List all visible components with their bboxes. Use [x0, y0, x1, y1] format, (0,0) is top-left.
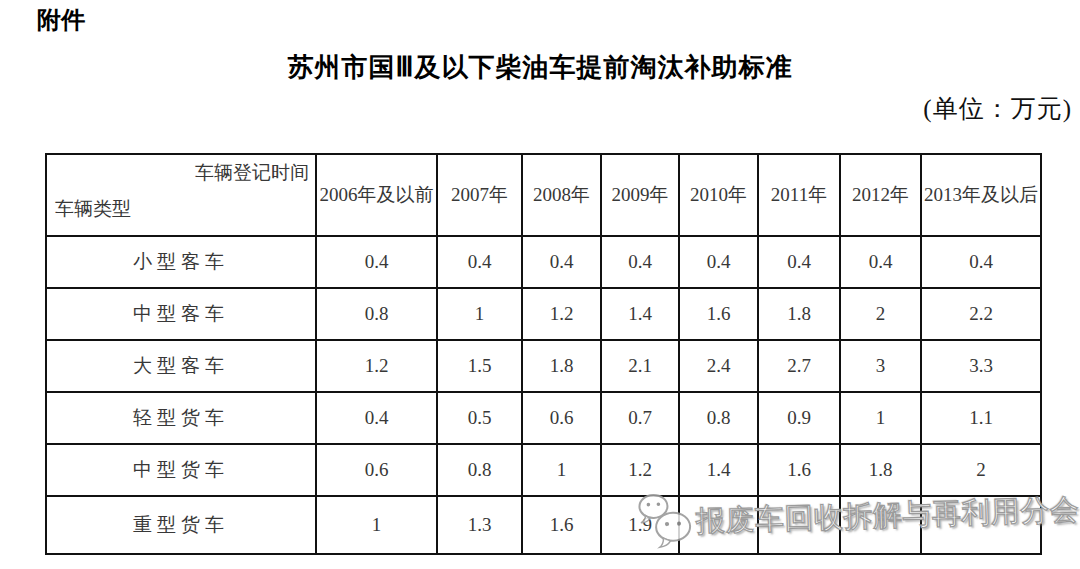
value-cell: 1	[522, 444, 601, 496]
row-label-small-passenger: 小型客车	[46, 236, 316, 288]
corner-cell: 车辆登记时间 车辆类型	[46, 154, 316, 236]
value-cell: 3	[840, 340, 921, 392]
table-row: 大型客车 1.2 1.5 1.8 2.1 2.4 2.7 3 3.3	[46, 340, 1041, 392]
value-cell: 1.3	[437, 496, 522, 554]
value-cell: 0.8	[679, 392, 758, 444]
value-cell: 1.8	[522, 340, 601, 392]
value-cell: 1.2	[522, 288, 601, 340]
value-cell: 0.6	[522, 392, 601, 444]
value-cell: 0.4	[601, 236, 679, 288]
column-header-2006-and-before: 2006年及以前	[316, 154, 437, 236]
value-cell: 2.7	[758, 340, 840, 392]
value-cell: 1.6	[522, 496, 601, 554]
table-row: 轻型货车 0.4 0.5 0.6 0.7 0.8 0.9 1 1.1	[46, 392, 1041, 444]
value-cell: 0.4	[840, 236, 921, 288]
value-cell: 0.4	[316, 236, 437, 288]
row-label-medium-passenger: 中型客车	[46, 288, 316, 340]
value-cell: 0.4	[679, 236, 758, 288]
value-cell: 0.4	[921, 236, 1041, 288]
column-header-2012: 2012年	[840, 154, 921, 236]
value-cell: 3.3	[921, 340, 1041, 392]
value-cell: 1.6	[679, 288, 758, 340]
value-cell: 1.4	[601, 288, 679, 340]
column-header-2013-and-after: 2013年及以后	[921, 154, 1041, 236]
value-cell: 2	[840, 288, 921, 340]
corner-label-vehicle-type: 车辆类型	[55, 196, 131, 222]
value-cell: 1	[840, 392, 921, 444]
table-row: 小型客车 0.4 0.4 0.4 0.4 0.4 0.4 0.4 0.4	[46, 236, 1041, 288]
row-label-light-truck: 轻型货车	[46, 392, 316, 444]
value-cell: 0.4	[758, 236, 840, 288]
value-cell: 0.4	[437, 236, 522, 288]
value-cell: 1	[316, 496, 437, 554]
value-cell: 1	[437, 288, 522, 340]
column-header-2011: 2011年	[758, 154, 840, 236]
attachment-label: 附件	[37, 4, 85, 36]
value-cell: 0.4	[316, 392, 437, 444]
value-cell: 2.2	[921, 288, 1041, 340]
wechat-logo-icon	[635, 490, 695, 556]
column-header-2009: 2009年	[601, 154, 679, 236]
value-cell: 0.7	[601, 392, 679, 444]
value-cell: 0.8	[316, 288, 437, 340]
row-label-heavy-truck: 重型货车	[46, 496, 316, 554]
value-cell: 0.9	[758, 392, 840, 444]
value-cell: 2.4	[679, 340, 758, 392]
table-row: 中型客车 0.8 1 1.2 1.4 1.6 1.8 2 2.2	[46, 288, 1041, 340]
value-cell: 2.1	[601, 340, 679, 392]
value-cell: 0.4	[522, 236, 601, 288]
value-cell: 0.8	[437, 444, 522, 496]
value-cell: 1.2	[601, 444, 679, 496]
column-header-2007: 2007年	[437, 154, 522, 236]
value-cell: 1.2	[316, 340, 437, 392]
unit-note: (单位：万元)	[923, 92, 1072, 125]
value-cell: 0.6	[316, 444, 437, 496]
corner-cell-inner: 车辆登记时间 车辆类型	[47, 156, 315, 234]
value-cell: 1.1	[921, 392, 1041, 444]
column-header-2008: 2008年	[522, 154, 601, 236]
table-header-row: 车辆登记时间 车辆类型 2006年及以前 2007年 2008年 2009年 2…	[46, 154, 1041, 236]
value-cell: 1.8	[758, 288, 840, 340]
corner-label-registration-time: 车辆登记时间	[195, 160, 309, 186]
row-label-medium-truck: 中型货车	[46, 444, 316, 496]
document-title: 苏州市国Ⅲ及以下柴油车提前淘汰补助标准	[0, 50, 1080, 85]
value-cell: 1.5	[437, 340, 522, 392]
row-label-large-passenger: 大型客车	[46, 340, 316, 392]
watermark-text: 报废车回收拆解与再利用分会	[695, 490, 1080, 542]
value-cell: 0.5	[437, 392, 522, 444]
column-header-2010: 2010年	[679, 154, 758, 236]
